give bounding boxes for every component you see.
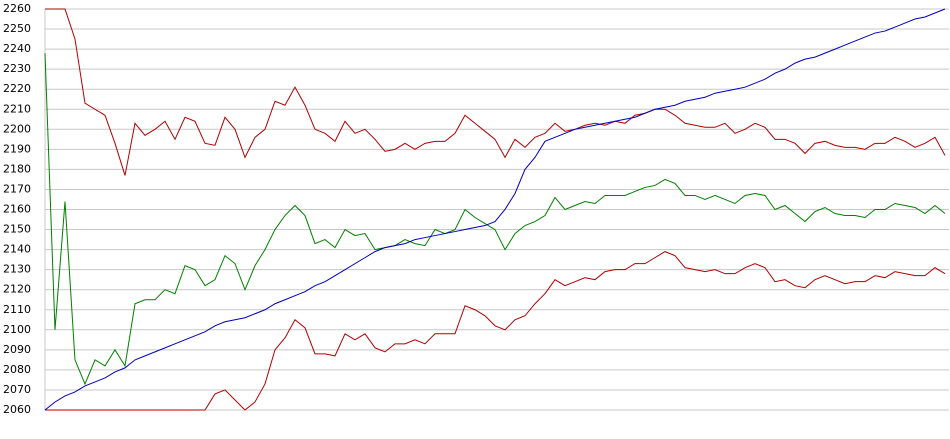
y-tick-label: 2190 [3,142,31,155]
y-tick-label: 2220 [3,82,31,95]
y-tick-label: 2230 [3,62,31,75]
series-line [45,251,946,411]
y-tick-label: 2110 [3,303,31,316]
y-tick-label: 2130 [3,263,31,276]
y-tick-label: 2150 [3,223,31,236]
y-tick-label: 2210 [3,102,31,115]
y-tick-label: 2140 [3,243,31,256]
y-tick-label: 2060 [3,403,31,416]
series-line [44,8,946,411]
y-tick-label: 2080 [3,363,31,376]
y-tick-label: 2090 [3,343,31,356]
y-tick-label: 2070 [3,383,31,396]
series-line [45,8,946,176]
series-line [44,53,946,386]
y-tick-label: 2250 [3,22,31,35]
y-tick-label: 2170 [3,182,31,195]
y-tick-label: 2160 [3,203,31,216]
y-tick-label: 2100 [3,323,31,336]
y-tick-label: 2240 [3,42,31,55]
y-tick-label: 2180 [3,162,31,175]
y-tick-label: 2260 [3,2,31,15]
y-tick-label: 2120 [3,283,31,296]
y-tick-label: 2200 [3,122,31,135]
